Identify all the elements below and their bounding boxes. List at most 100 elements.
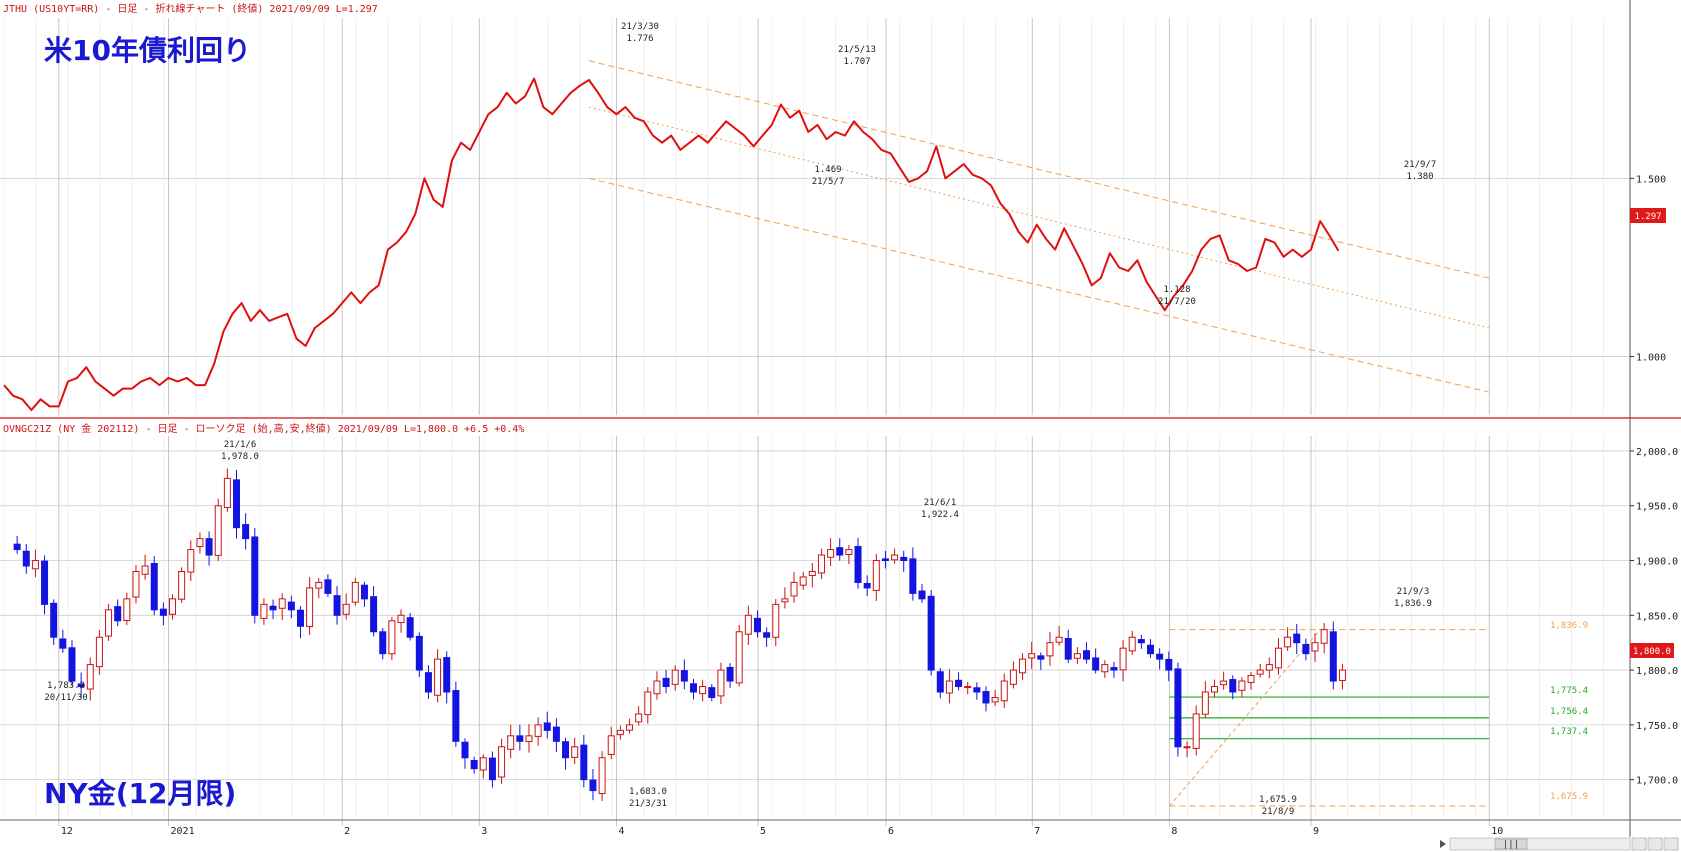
candle-body bbox=[159, 608, 167, 616]
candle-body bbox=[306, 587, 314, 628]
scroll-thumb[interactable] bbox=[1494, 838, 1528, 850]
x-tick-label: 2021 bbox=[171, 826, 195, 837]
candle-body bbox=[260, 603, 268, 619]
candle-body bbox=[653, 680, 661, 695]
candle-body bbox=[525, 735, 533, 743]
candle-body bbox=[187, 549, 195, 573]
candle-body bbox=[1156, 653, 1164, 660]
top-current-badge: 1.297 bbox=[1630, 208, 1666, 223]
candle-body bbox=[479, 757, 487, 771]
bottom-header: OVNGC21Z (NY 金 202112) - 日足 - ローソク足 (始,高… bbox=[3, 422, 524, 435]
y-tick-label: 1,700.0 bbox=[1636, 776, 1678, 787]
top-line-series bbox=[3, 77, 1340, 411]
candle-body bbox=[50, 602, 58, 638]
candle-body bbox=[324, 579, 332, 594]
y-tick-label: 1,950.0 bbox=[1636, 502, 1678, 513]
annotation-line: 1,683.0 bbox=[629, 787, 667, 797]
annotation-line: 1,783.2 bbox=[47, 681, 85, 691]
bottom-annotations: 21/1/6 1,978.0 1,783.2 20/11/30 21/6/1 1… bbox=[44, 440, 1432, 817]
candle-body bbox=[964, 686, 972, 689]
candle-body bbox=[607, 735, 615, 756]
y-tick-label: 1,850.0 bbox=[1636, 611, 1678, 622]
annotation-line: 1,675.9 bbox=[1259, 795, 1297, 805]
candle-body bbox=[1046, 642, 1054, 657]
candle-body bbox=[22, 550, 30, 567]
x-tick-label: 7 bbox=[1034, 826, 1040, 837]
candle-body bbox=[123, 598, 131, 621]
top-channel-lines bbox=[588, 60, 1490, 393]
candle-body bbox=[333, 595, 341, 616]
candle-body bbox=[141, 565, 149, 575]
bottom-y-axis: 2,000.0 1,950.0 1,900.0 1,850.0 1,800.0 1,750… bbox=[1630, 447, 1678, 787]
candle-body bbox=[671, 669, 679, 685]
annotation-line: 21/8/9 bbox=[1262, 807, 1295, 817]
candle-body bbox=[242, 524, 250, 540]
candle-body bbox=[223, 477, 231, 508]
top-header: JTHU (US10YT=RR) - 日足 - 折れ線チャート (終値) 202… bbox=[3, 2, 378, 15]
candle-body bbox=[443, 657, 451, 693]
scroll-arrow-icon[interactable] bbox=[1440, 840, 1446, 848]
candle-body bbox=[1220, 680, 1228, 686]
candle-body bbox=[753, 617, 761, 633]
candle-body bbox=[1192, 713, 1200, 749]
zoom-buttons[interactable] bbox=[1631, 837, 1679, 851]
x-tick-label: 4 bbox=[618, 826, 624, 837]
candle-body bbox=[269, 605, 277, 611]
candle-body bbox=[1302, 643, 1310, 655]
top-annotations: 21/3/30 1.776 21/5/13 1.707 1.469 21/5/7… bbox=[621, 22, 1436, 307]
scrollbar[interactable]: ||| bbox=[1449, 837, 1631, 851]
candle-body bbox=[196, 538, 204, 548]
channel-line bbox=[588, 60, 1490, 279]
candle-body bbox=[31, 560, 39, 570]
candle-body bbox=[562, 741, 570, 759]
candle-body bbox=[945, 680, 953, 694]
fib-label: 1,756.4 bbox=[1550, 707, 1588, 717]
candle-body bbox=[214, 505, 222, 556]
candle-body bbox=[351, 581, 359, 603]
candle-body bbox=[626, 724, 634, 731]
candle-body bbox=[543, 722, 551, 731]
y-tick-label: 1.000 bbox=[1636, 353, 1666, 364]
fib-label: 1,737.4 bbox=[1550, 727, 1588, 737]
candle-body bbox=[644, 691, 652, 716]
candle-body bbox=[973, 687, 981, 693]
candle-body bbox=[434, 658, 442, 696]
candle-body bbox=[909, 558, 917, 594]
annotation-line: 21/7/20 bbox=[1158, 297, 1196, 307]
annotation-line: 21/5/7 bbox=[812, 177, 845, 187]
candle-body bbox=[1009, 669, 1017, 685]
candle-body bbox=[488, 757, 496, 781]
candle-body bbox=[772, 603, 780, 638]
candle-body bbox=[854, 546, 862, 583]
fit-icon[interactable] bbox=[1663, 837, 1679, 851]
candle-body bbox=[1028, 653, 1036, 659]
candle-body bbox=[598, 757, 606, 795]
y-tick-label: 2,000.0 bbox=[1636, 447, 1678, 458]
candle-body bbox=[296, 609, 304, 627]
candle-body bbox=[1147, 644, 1154, 655]
candle-body bbox=[251, 536, 259, 616]
zoom-out-icon[interactable] bbox=[1647, 837, 1663, 851]
x-tick-label: 10 bbox=[1491, 826, 1503, 837]
candle-body bbox=[982, 691, 990, 704]
fib-label: 1,775.4 bbox=[1550, 686, 1588, 696]
candle-body bbox=[927, 595, 935, 671]
candle-body bbox=[991, 696, 999, 703]
candle-body bbox=[1311, 642, 1319, 652]
candle-body bbox=[690, 683, 697, 693]
candle-body bbox=[1256, 669, 1264, 675]
annotation-line: 1,978.0 bbox=[221, 452, 259, 462]
candle-body bbox=[41, 560, 49, 605]
candle-body bbox=[708, 687, 716, 698]
annotation-line: 1,922.4 bbox=[921, 510, 959, 520]
candle-body bbox=[1000, 680, 1008, 702]
annotation-line: 1,836.9 bbox=[1394, 599, 1432, 609]
candle-body bbox=[735, 631, 743, 684]
zoom-in-icon[interactable] bbox=[1631, 837, 1647, 851]
candle-body bbox=[1037, 655, 1045, 660]
candle-body bbox=[635, 713, 643, 723]
candle-body bbox=[1119, 647, 1127, 671]
candle-body bbox=[1338, 669, 1346, 681]
candle-body bbox=[845, 549, 853, 555]
